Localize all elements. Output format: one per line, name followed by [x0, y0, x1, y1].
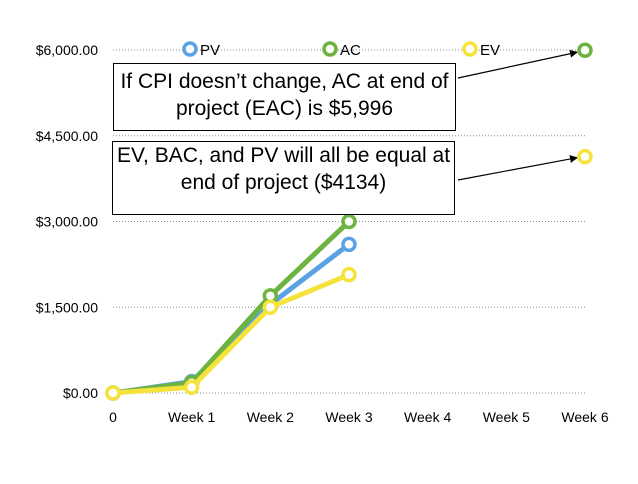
x-tick-label: Week 6 — [561, 409, 608, 425]
legend-label-ev: EV — [480, 42, 500, 59]
annotation-eac: If CPI doesn’t change, AC at end of proj… — [113, 63, 456, 131]
x-tick-label: Week 5 — [483, 409, 530, 425]
legend-marker-ac — [322, 41, 338, 57]
legend-label-ac: AC — [340, 42, 361, 59]
series-line-pv — [110, 241, 352, 396]
x-tick-label: Week 2 — [247, 409, 294, 425]
x-tick-label: Week 3 — [325, 409, 372, 425]
data-point-ev — [577, 148, 593, 165]
y-tick-label: $3,000.00 — [36, 214, 98, 230]
annotation-bac: EV, BAC, and PV will all be equal at end… — [112, 141, 455, 215]
data-point-ev — [105, 385, 121, 401]
x-tick-label: Week 1 — [168, 409, 215, 425]
x-tick-label: Week 4 — [404, 409, 451, 425]
legend-marker-pv — [182, 41, 198, 57]
y-tick-label: $1,500.00 — [36, 299, 98, 315]
y-tick-label: $4,500.00 — [36, 128, 98, 144]
y-tick-label: $6,000.00 — [36, 42, 98, 58]
data-point-ac — [577, 42, 593, 58]
data-point-ev — [262, 299, 279, 315]
data-point-ev — [341, 266, 357, 283]
series-line-ev — [110, 272, 352, 396]
annotation-arrows — [457, 49, 578, 181]
annotation-arrow-eac — [457, 49, 578, 79]
data-point-ev — [183, 379, 200, 396]
y-axis: $0.00 $1,500.00 $3,000.00 $4,500.00 $6,000.0… — [36, 42, 98, 401]
x-tick-label: 0 — [109, 409, 117, 425]
y-tick-label: $0.00 — [63, 385, 98, 401]
data-point-pv — [341, 236, 357, 253]
legend-marker-ev — [462, 41, 478, 57]
data-point-ac — [341, 213, 357, 230]
series-lines — [105, 42, 593, 401]
legend-label-pv: PV — [200, 42, 220, 59]
x-axis: 0 Week 1 Week 2 Week 3 Week 4 Week 5 Week 6 — [109, 409, 609, 425]
annotation-arrow-bac — [457, 155, 578, 181]
legend: PV AC EV — [182, 41, 500, 59]
